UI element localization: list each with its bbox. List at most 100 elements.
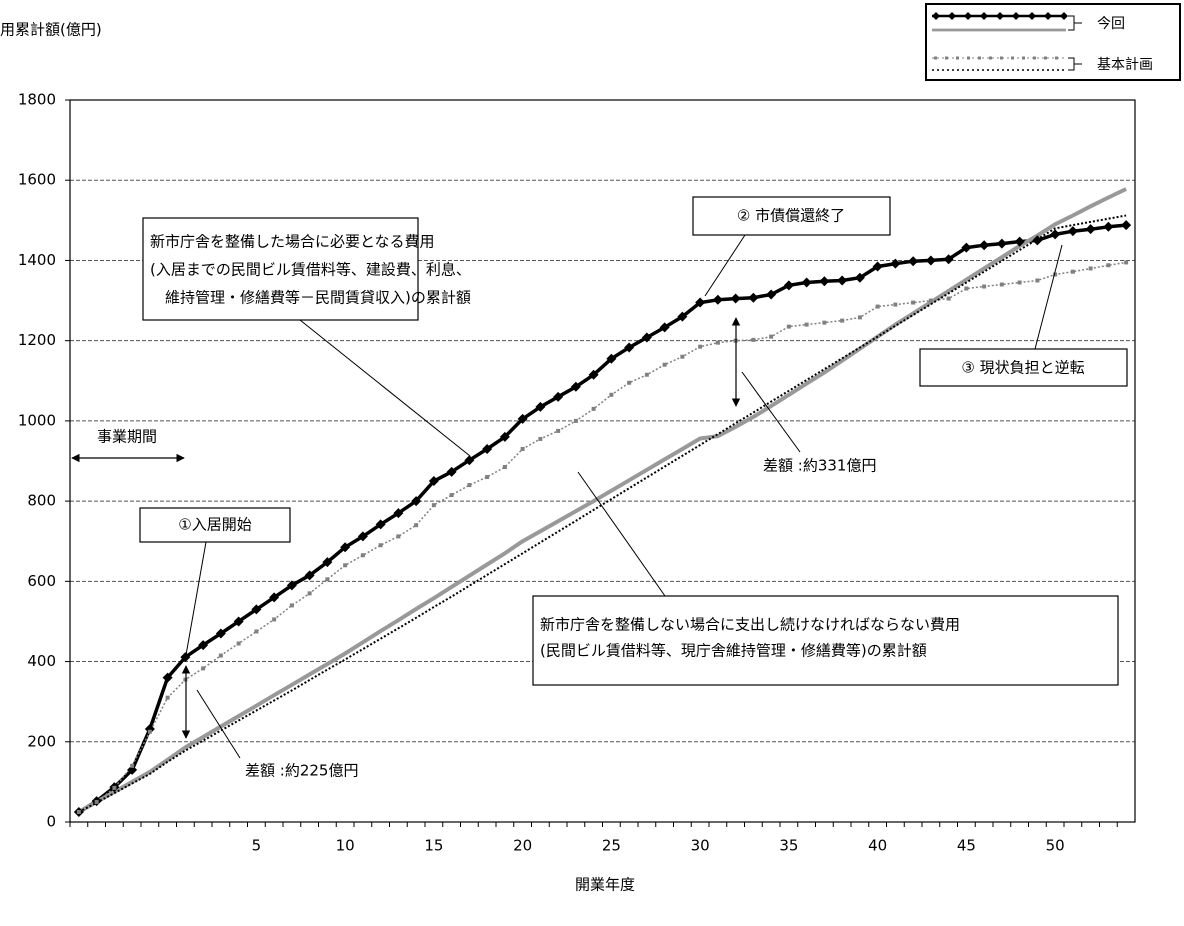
diamond-marker	[908, 256, 919, 267]
square-marker	[538, 436, 543, 441]
square-marker	[1017, 280, 1022, 285]
diamond-marker	[464, 455, 475, 466]
y-tick-label: 200	[27, 732, 56, 750]
square-marker	[378, 543, 383, 548]
diamond-marker	[393, 508, 404, 519]
diamond-marker	[215, 628, 226, 639]
diamond-marker	[322, 557, 333, 568]
annotation-text: ①入居開始	[178, 516, 251, 534]
legend-marker	[1012, 12, 1020, 20]
square-marker	[343, 563, 348, 568]
plot-area	[69, 99, 1136, 823]
diamond-marker	[482, 443, 493, 454]
diamond-marker	[1032, 235, 1043, 246]
square-marker	[325, 577, 330, 582]
legend-bracket	[1068, 57, 1082, 71]
diamond-marker	[890, 258, 901, 269]
diamond-marker	[961, 242, 972, 253]
leader-line	[299, 319, 471, 457]
square-marker	[289, 603, 294, 608]
diamond-marker	[783, 280, 794, 291]
y-tick-label: 1800	[18, 91, 56, 109]
square-marker	[786, 324, 791, 329]
annotation-box	[919, 348, 1128, 387]
legend-marker	[948, 12, 956, 20]
leader-line	[196, 689, 241, 759]
diamond-marker	[162, 672, 173, 683]
diamond-marker	[943, 254, 954, 265]
diamond-marker	[979, 240, 990, 251]
square-marker	[609, 392, 614, 397]
legend-marker	[1055, 56, 1058, 60]
diamond-marker	[570, 381, 581, 392]
diamond-marker	[695, 297, 706, 308]
y-tick-label: 1400	[18, 251, 56, 269]
x-tick-label: 15	[424, 837, 443, 855]
legend-marker	[1044, 56, 1047, 60]
x-tick-label: 40	[868, 837, 887, 855]
diamond-marker	[233, 616, 244, 627]
diamond-marker	[1050, 229, 1061, 240]
square-marker	[414, 523, 419, 528]
square-marker	[431, 503, 436, 508]
y-tick-label: 1200	[18, 331, 56, 349]
square-marker	[556, 428, 561, 433]
diamond-marker	[712, 294, 723, 305]
square-marker	[147, 729, 152, 734]
diamond-marker	[375, 519, 386, 530]
x-tick-label: 30	[691, 837, 710, 855]
diamond-marker	[127, 764, 138, 775]
y-axis-title: 用累計額(億円)	[0, 21, 102, 39]
leader-line	[577, 471, 666, 597]
annotation-box	[532, 595, 1119, 686]
square-marker	[698, 344, 703, 349]
square-marker	[1070, 269, 1075, 274]
square-marker	[591, 406, 596, 411]
diamond-marker	[446, 466, 457, 477]
diamond-marker	[499, 431, 510, 442]
square-marker	[396, 534, 401, 539]
square-marker	[840, 318, 845, 323]
square-marker	[769, 334, 774, 339]
diamond-marker	[411, 496, 422, 507]
x-axis-title: 開業年度	[575, 876, 635, 894]
annotation-text: (入居までの民間ビル賃借料等、建設費、利息、	[150, 261, 471, 279]
diamond-marker	[659, 322, 670, 333]
legend-marker	[945, 56, 948, 60]
square-marker	[751, 337, 756, 342]
annotation-text: (民間ビル賃借料等、現庁舎維持管理・修繕費等)の累計額	[540, 642, 927, 660]
legend-marker	[1033, 56, 1036, 60]
leader-line	[185, 541, 207, 656]
diamond-marker	[251, 604, 262, 615]
legend-label: 今回	[1097, 16, 1125, 32]
diamond-marker	[996, 238, 1007, 249]
diamond-marker	[517, 413, 528, 424]
legend-marker	[967, 56, 970, 60]
y-tick-label: 800	[27, 492, 56, 510]
square-marker	[94, 799, 99, 804]
x-tick-label: 25	[602, 837, 621, 855]
diamond-marker	[286, 580, 297, 591]
legend-marker	[978, 56, 981, 60]
annotation-text: 維持管理・修繕費等－民間賃貸収入)の累計額	[150, 289, 471, 307]
diamond-marker	[144, 723, 155, 734]
square-marker	[573, 418, 578, 423]
diamond-marker	[1121, 220, 1132, 231]
square-marker	[254, 629, 259, 634]
square-marker	[911, 300, 916, 305]
series-line	[78, 261, 1127, 813]
square-marker	[76, 809, 81, 814]
square-marker	[272, 617, 277, 622]
diamond-marker	[269, 592, 280, 603]
annotation-box	[139, 507, 291, 543]
square-marker	[999, 282, 1004, 287]
diamond-marker	[553, 391, 564, 402]
legend-marker	[1044, 12, 1052, 20]
legend-marker	[934, 56, 937, 60]
diamond-marker	[198, 640, 209, 651]
square-marker	[822, 320, 827, 325]
x-tick-label: 35	[779, 837, 798, 855]
leader-line	[704, 234, 746, 297]
square-marker	[218, 653, 223, 658]
square-marker	[1106, 263, 1111, 268]
